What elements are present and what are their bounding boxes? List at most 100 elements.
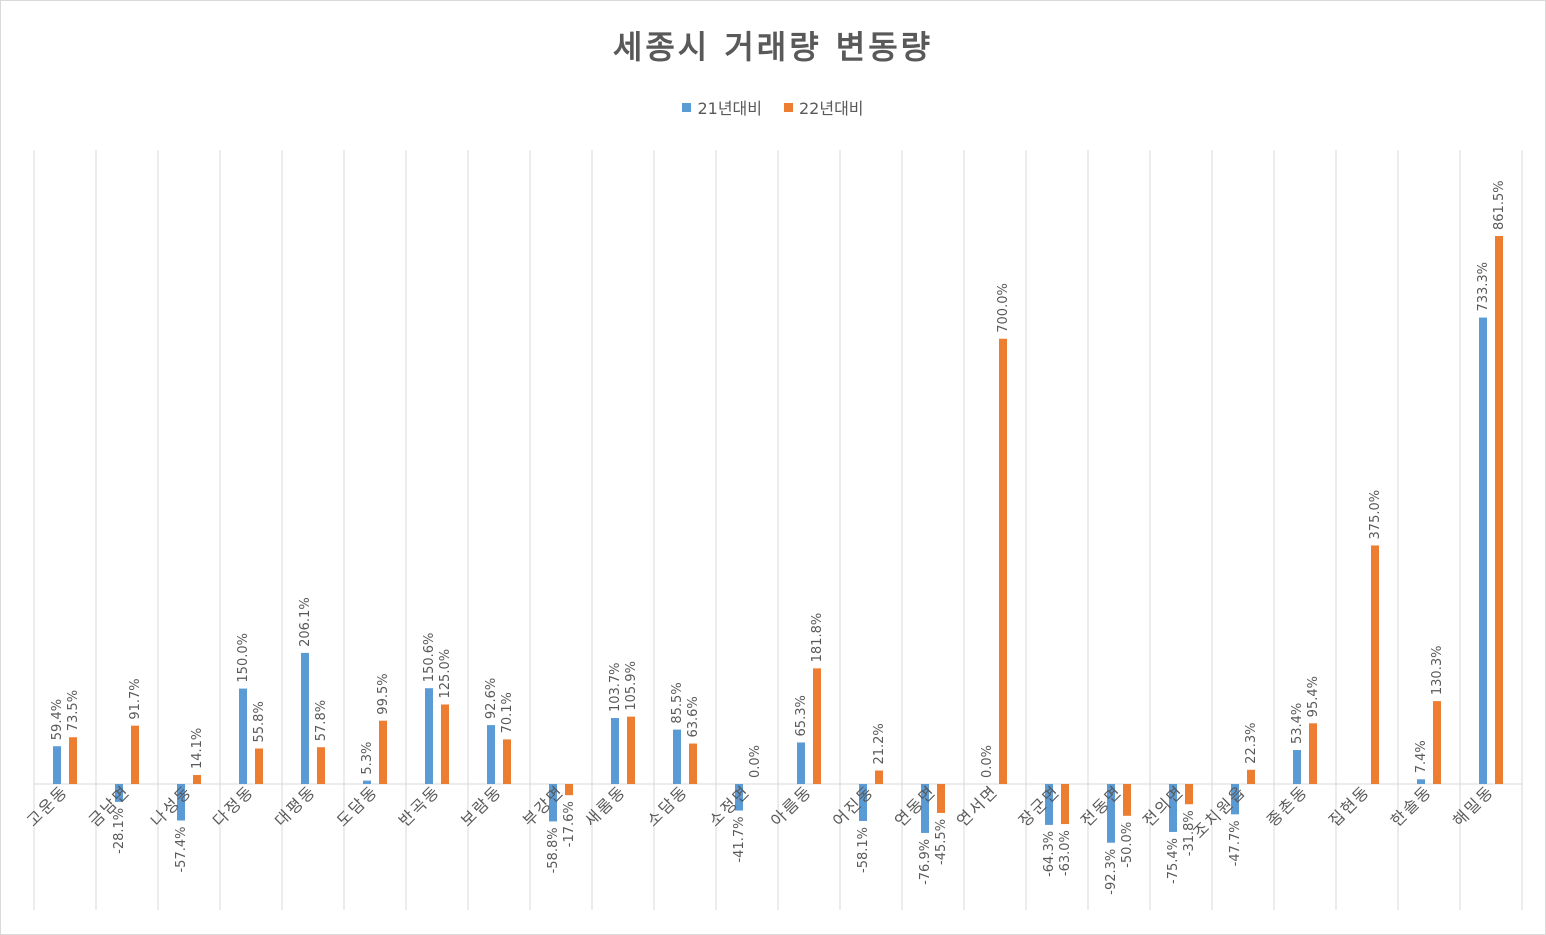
data-label: -58.8%	[546, 827, 561, 873]
bar-series-1	[239, 688, 247, 784]
bar-series-1	[425, 688, 433, 784]
data-label: -17.6%	[562, 801, 577, 847]
data-label: 91.7%	[128, 678, 143, 719]
bar-series-2	[441, 704, 449, 784]
category-label: 전의면	[1139, 781, 1188, 830]
data-label: 70.1%	[500, 692, 515, 733]
data-label: 57.8%	[314, 700, 329, 741]
data-label: 375.0%	[1368, 490, 1383, 540]
category-label: 대평동	[271, 781, 320, 830]
bar-series-2	[875, 770, 883, 784]
data-label: -58.1%	[856, 827, 871, 873]
data-label: -28.1%	[112, 808, 127, 854]
data-label: -50.0%	[1120, 822, 1135, 868]
legend: 21년대비 22년대비	[0, 95, 1546, 119]
data-label: -63.0%	[1058, 830, 1073, 876]
legend-item-series-1: 21년대비	[682, 95, 762, 119]
category-label: 도담동	[333, 781, 382, 830]
bar-series-1	[301, 652, 309, 784]
bar-series-2	[193, 775, 201, 784]
bar-series-1	[859, 784, 867, 821]
data-label: 7.4%	[1414, 740, 1429, 773]
bar-series-1	[735, 784, 743, 811]
data-label: 55.8%	[252, 701, 267, 742]
bar-series-1	[1479, 317, 1487, 784]
bar-series-2	[317, 747, 325, 784]
data-label: -76.9%	[918, 839, 933, 885]
data-label: 14.1%	[190, 728, 205, 769]
chart-title: 세종시 거래량 변동량	[612, 28, 934, 66]
data-label: 150.0%	[236, 633, 251, 683]
bar-series-2	[379, 720, 387, 784]
bar-series-1	[487, 725, 495, 784]
bar-series-1	[1169, 784, 1177, 832]
category-label: 반곡동	[395, 781, 444, 830]
data-label: -45.5%	[934, 819, 949, 865]
data-label: -75.4%	[1166, 838, 1181, 884]
category-label: 연서면	[953, 781, 1002, 830]
category-label: 전동면	[1077, 781, 1126, 830]
bar-series-2	[937, 784, 945, 813]
category-label: 부강면	[519, 781, 568, 830]
data-label: 125.0%	[438, 649, 453, 699]
data-label: 861.5%	[1492, 180, 1507, 230]
legend-swatch-series-1	[682, 102, 692, 112]
data-label: 53.4%	[1290, 703, 1305, 744]
category-label: 소담동	[643, 781, 692, 830]
category-label: 어진동	[829, 781, 878, 830]
category-label: 아름동	[767, 781, 816, 830]
bar-series-2	[131, 725, 139, 784]
category-label: 집현동	[1325, 781, 1374, 830]
bar-series-1	[549, 784, 557, 822]
category-label: 다정동	[209, 781, 258, 830]
bar-series-2	[1371, 545, 1379, 784]
category-label: 연동면	[891, 781, 940, 830]
data-label: -92.3%	[1104, 849, 1119, 895]
data-label: 103.7%	[608, 662, 623, 712]
bar-series-1	[1417, 779, 1425, 784]
bar-series-2	[255, 748, 263, 784]
category-label: 나성동	[147, 781, 196, 830]
bar-series-1	[611, 718, 619, 784]
data-label: 63.6%	[686, 696, 701, 737]
category-label: 한솔동	[1387, 781, 1436, 830]
category-label: 장군면	[1015, 781, 1064, 830]
data-label: 22.3%	[1244, 723, 1259, 764]
bar-series-2	[1495, 236, 1503, 784]
data-label: 733.3%	[1476, 262, 1491, 312]
bar-series-1	[177, 784, 185, 821]
bar-series-1	[1293, 750, 1301, 784]
data-label: 5.3%	[360, 742, 375, 775]
bar-series-1	[53, 746, 61, 784]
bar-series-1	[1045, 784, 1053, 825]
bar-series-2	[1061, 784, 1069, 825]
data-label: 99.5%	[376, 673, 391, 714]
data-label: -31.8%	[1182, 810, 1197, 856]
data-label: 65.3%	[794, 695, 809, 736]
legend-swatch-series-2	[784, 102, 793, 112]
legend-label-series-1: 21년대비	[697, 99, 762, 118]
bar-series-2	[503, 739, 511, 784]
data-label: -57.4%	[174, 827, 189, 873]
data-label: 85.5%	[670, 682, 685, 723]
legend-label-series-2: 22년대비	[799, 99, 864, 118]
data-label: 73.5%	[66, 690, 81, 731]
data-label: 105.9%	[624, 661, 639, 711]
bar-series-1	[1231, 784, 1239, 815]
data-label: 21.2%	[872, 723, 887, 764]
bar-series-1	[1107, 784, 1115, 843]
bar-series-2	[1185, 784, 1193, 805]
bar-series-1	[797, 742, 805, 784]
bar-series-1	[673, 729, 681, 784]
bar-series-2	[1433, 701, 1441, 784]
data-label: 0.0%	[748, 745, 763, 778]
data-label: 130.3%	[1430, 646, 1445, 696]
category-label: 종촌동	[1263, 781, 1312, 830]
bar-series-2	[689, 743, 697, 784]
bar-series-2	[1247, 769, 1255, 784]
data-label: 95.4%	[1306, 676, 1321, 717]
bar-series-1	[921, 784, 929, 833]
category-label: 해밀동	[1449, 781, 1498, 830]
data-label: 206.1%	[298, 597, 313, 647]
category-label: 보람동	[457, 781, 506, 830]
